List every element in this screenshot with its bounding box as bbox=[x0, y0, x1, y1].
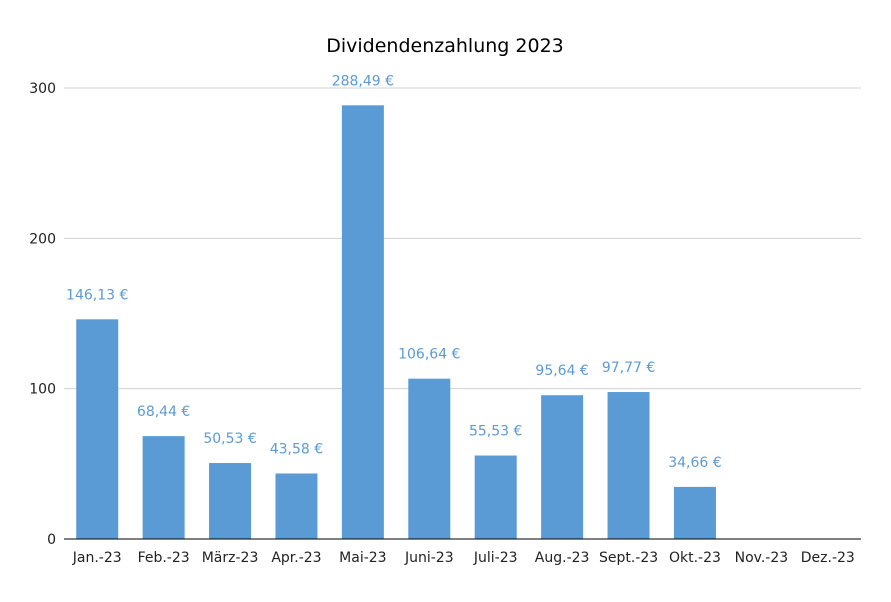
data-label: 34,66 € bbox=[668, 455, 721, 471]
y-axis-ticks: 0 100 200 300 bbox=[29, 81, 56, 548]
data-labels: 146,13 € 68,44 € 50,53 € 43,58 € 288,49 € 106… bbox=[66, 73, 722, 471]
bar bbox=[209, 463, 252, 539]
data-label: 95,64 € bbox=[535, 363, 588, 379]
y-tick-label: 100 bbox=[29, 382, 56, 398]
bar bbox=[673, 486, 716, 539]
y-tick-label: 200 bbox=[29, 231, 56, 247]
bar bbox=[341, 105, 384, 539]
data-label: 106,64 € bbox=[398, 347, 460, 363]
data-label: 43,58 € bbox=[270, 441, 323, 457]
bar bbox=[474, 455, 517, 539]
gridlines bbox=[64, 87, 861, 390]
bar bbox=[76, 319, 119, 539]
x-tick-label: Nov.-23 bbox=[735, 550, 789, 566]
x-tick-label: Juli-23 bbox=[473, 550, 518, 566]
x-tick-label: Apr.-23 bbox=[271, 550, 321, 566]
data-label: 50,53 € bbox=[203, 431, 256, 447]
data-label: 146,13 € bbox=[66, 287, 128, 303]
data-label: 288,49 € bbox=[332, 73, 394, 89]
x-tick-label: Aug.-23 bbox=[535, 550, 590, 566]
x-tick-label: Feb.-23 bbox=[138, 550, 190, 566]
x-tick-label: Mai-23 bbox=[339, 550, 386, 566]
bars bbox=[76, 105, 716, 539]
bar bbox=[408, 378, 451, 539]
chart-title: Dividendenzahlung 2023 bbox=[326, 35, 564, 57]
bar bbox=[142, 436, 185, 539]
bar bbox=[275, 473, 318, 539]
data-label: 97,77 € bbox=[602, 360, 655, 376]
y-tick-label: 0 bbox=[47, 532, 56, 548]
data-label: 68,44 € bbox=[137, 404, 190, 420]
y-tick-label: 300 bbox=[29, 81, 56, 97]
data-label: 55,53 € bbox=[469, 424, 522, 440]
x-tick-label: Jan.-23 bbox=[72, 550, 122, 566]
x-axis-ticks: Jan.-23 Feb.-23 März-23 Apr.-23 Mai-23 Juni-2… bbox=[72, 550, 855, 566]
bar bbox=[607, 392, 650, 539]
x-tick-label: Sept.-23 bbox=[599, 550, 658, 566]
bar bbox=[541, 395, 584, 539]
x-tick-label: März-23 bbox=[202, 550, 259, 566]
x-tick-label: Okt.-23 bbox=[669, 550, 721, 566]
x-tick-label: Dez.-23 bbox=[801, 550, 855, 566]
x-tick-label: Juni-23 bbox=[404, 550, 454, 566]
